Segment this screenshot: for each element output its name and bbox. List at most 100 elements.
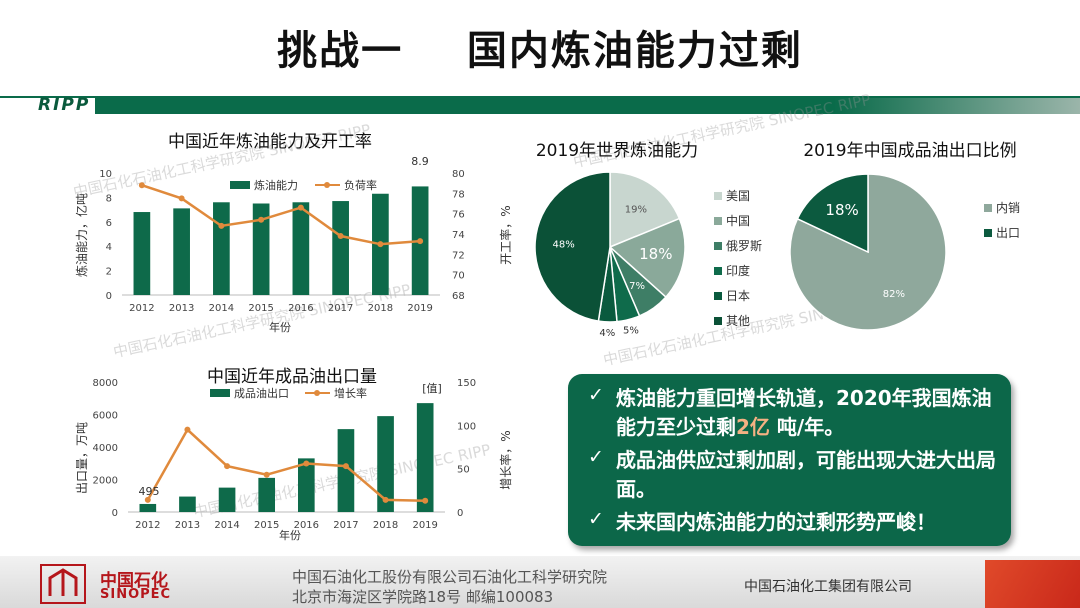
pie-slice — [609, 171, 681, 249]
pie-slice-label: 18% — [825, 201, 858, 219]
bars — [139, 403, 434, 512]
y-tick-right: 78 — [452, 189, 465, 200]
slices — [789, 173, 947, 331]
y-tick-right: 100 — [457, 421, 476, 432]
bullet-2: ✓ 成品油供应过剩加剧，可能出现大进大出局面。 — [588, 446, 997, 504]
header-band — [95, 98, 1080, 114]
y-axis-label-left: 炼油能力，亿吨 — [74, 193, 89, 277]
x-tick: 2012 — [129, 303, 154, 314]
legend-swatch — [714, 217, 722, 225]
rate-point — [417, 238, 424, 245]
export-chart: 中国近年成品油出口量 0 2000 4000 6000 8000 0 50 100 150 2… — [75, 367, 476, 542]
rate-point — [258, 216, 265, 223]
rate-point — [218, 222, 225, 229]
rate-point — [342, 463, 349, 470]
legend-swatch — [714, 192, 722, 200]
rate-point — [178, 195, 185, 202]
y-tick-left: 2 — [106, 267, 112, 278]
legend-swatch — [984, 229, 992, 237]
bar — [258, 477, 276, 512]
y-tick-right: 70 — [452, 271, 465, 282]
y-tick-right: 68 — [452, 291, 465, 302]
world-pie-title: 2019年世界炼油能力 — [536, 141, 698, 161]
y-tick-left: 2000 — [93, 476, 118, 487]
rate-point — [303, 460, 310, 467]
legend-swatch — [714, 292, 722, 300]
pie-slice-label: 5% — [623, 325, 639, 336]
rate-point — [224, 463, 231, 470]
x-axis-label: 年份 — [279, 528, 301, 542]
bar — [133, 212, 151, 295]
pie-slice-label: 48% — [553, 239, 575, 250]
page-title: 挑战一 国内炼油能力过剩 — [277, 28, 803, 74]
y-tick-right: 0 — [457, 508, 463, 519]
x-tick: 2019 — [412, 520, 437, 531]
slices — [534, 171, 686, 323]
x-tick: 2013 — [175, 520, 200, 531]
rate-point — [144, 496, 151, 503]
footer-org: 中国石油化工股份有限公司石油化工科学研究院 — [292, 568, 608, 586]
left-ticks: 0 2000 4000 6000 8000 — [93, 378, 118, 519]
x-tick: 2018 — [368, 303, 393, 314]
y-tick-right: 150 — [457, 378, 476, 389]
legend-swatch — [714, 317, 722, 325]
y-tick-left: 4 — [106, 242, 112, 253]
right-ticks: 68 70 72 74 76 78 80 — [452, 169, 465, 302]
legend-swatch — [984, 204, 992, 212]
check-icon: ✓ — [588, 446, 604, 468]
y-tick-left: 8000 — [93, 378, 118, 389]
bar — [337, 429, 355, 512]
x-tick: 2017 — [328, 303, 353, 314]
svg-text:开工率，%: 开工率，% — [498, 205, 513, 264]
bracket-label: [值] — [422, 382, 442, 395]
logo-cn: 中国石化 — [100, 571, 168, 591]
bar — [213, 202, 230, 295]
svg-text:增长率，%: 增长率，% — [498, 430, 513, 489]
x-tick: 2016 — [294, 520, 319, 531]
highlight-value: 2亿 — [736, 415, 770, 439]
x-tick: 2015 — [254, 520, 279, 531]
legend-line-marker — [314, 390, 320, 396]
pie-slice-label: 18% — [639, 245, 672, 263]
bullet-3: ✓ 未来国内炼油能力的过剩形势严峻！ — [588, 508, 997, 537]
rate-point — [382, 496, 389, 503]
export-right-axis-label: 增长率，% — [498, 430, 513, 489]
x-tick: 2016 — [288, 303, 313, 314]
x-tick: 2013 — [169, 303, 194, 314]
export-chart-title: 中国近年成品油出口量 — [207, 367, 377, 387]
legend-swatch-bar — [210, 389, 230, 397]
x-tick: 2014 — [209, 303, 234, 314]
x-tick: 2017 — [333, 520, 358, 531]
left-ticks: 0 2 4 6 8 10 — [99, 169, 112, 302]
legend-line-marker — [324, 182, 330, 188]
rate-point — [377, 241, 384, 248]
legend-label: 内销 — [996, 201, 1020, 215]
x-tick: 2012 — [135, 520, 160, 531]
bar — [139, 503, 157, 512]
y-tick-right: 72 — [452, 250, 465, 261]
legend-swatch — [714, 267, 722, 275]
y-tick-left: 8 — [106, 193, 112, 204]
y-axis-label-left: 出口量，万吨 — [75, 422, 89, 494]
check-icon: ✓ — [588, 384, 604, 406]
y-tick-right: 80 — [452, 169, 465, 180]
y-tick-left: 10 — [99, 169, 112, 180]
bar — [179, 496, 196, 512]
y-tick-right: 50 — [457, 465, 470, 476]
pie-slice-label: 7% — [629, 281, 645, 292]
y-tick-left: 6000 — [93, 411, 118, 422]
pie-slice — [796, 173, 869, 254]
pie-slice-label: 4% — [599, 328, 615, 339]
footer-address: 北京市海淀区学院路18号 邮编100083 — [292, 588, 554, 606]
footer-band — [0, 556, 1080, 608]
bar — [416, 403, 434, 512]
rate-point — [422, 497, 429, 504]
rate-point — [263, 471, 270, 478]
rate-line — [146, 427, 426, 502]
x-ticks: 2012 2013 2014 2015 2016 2017 2018 2019 — [135, 520, 438, 531]
legend-label: 日本 — [726, 289, 750, 303]
